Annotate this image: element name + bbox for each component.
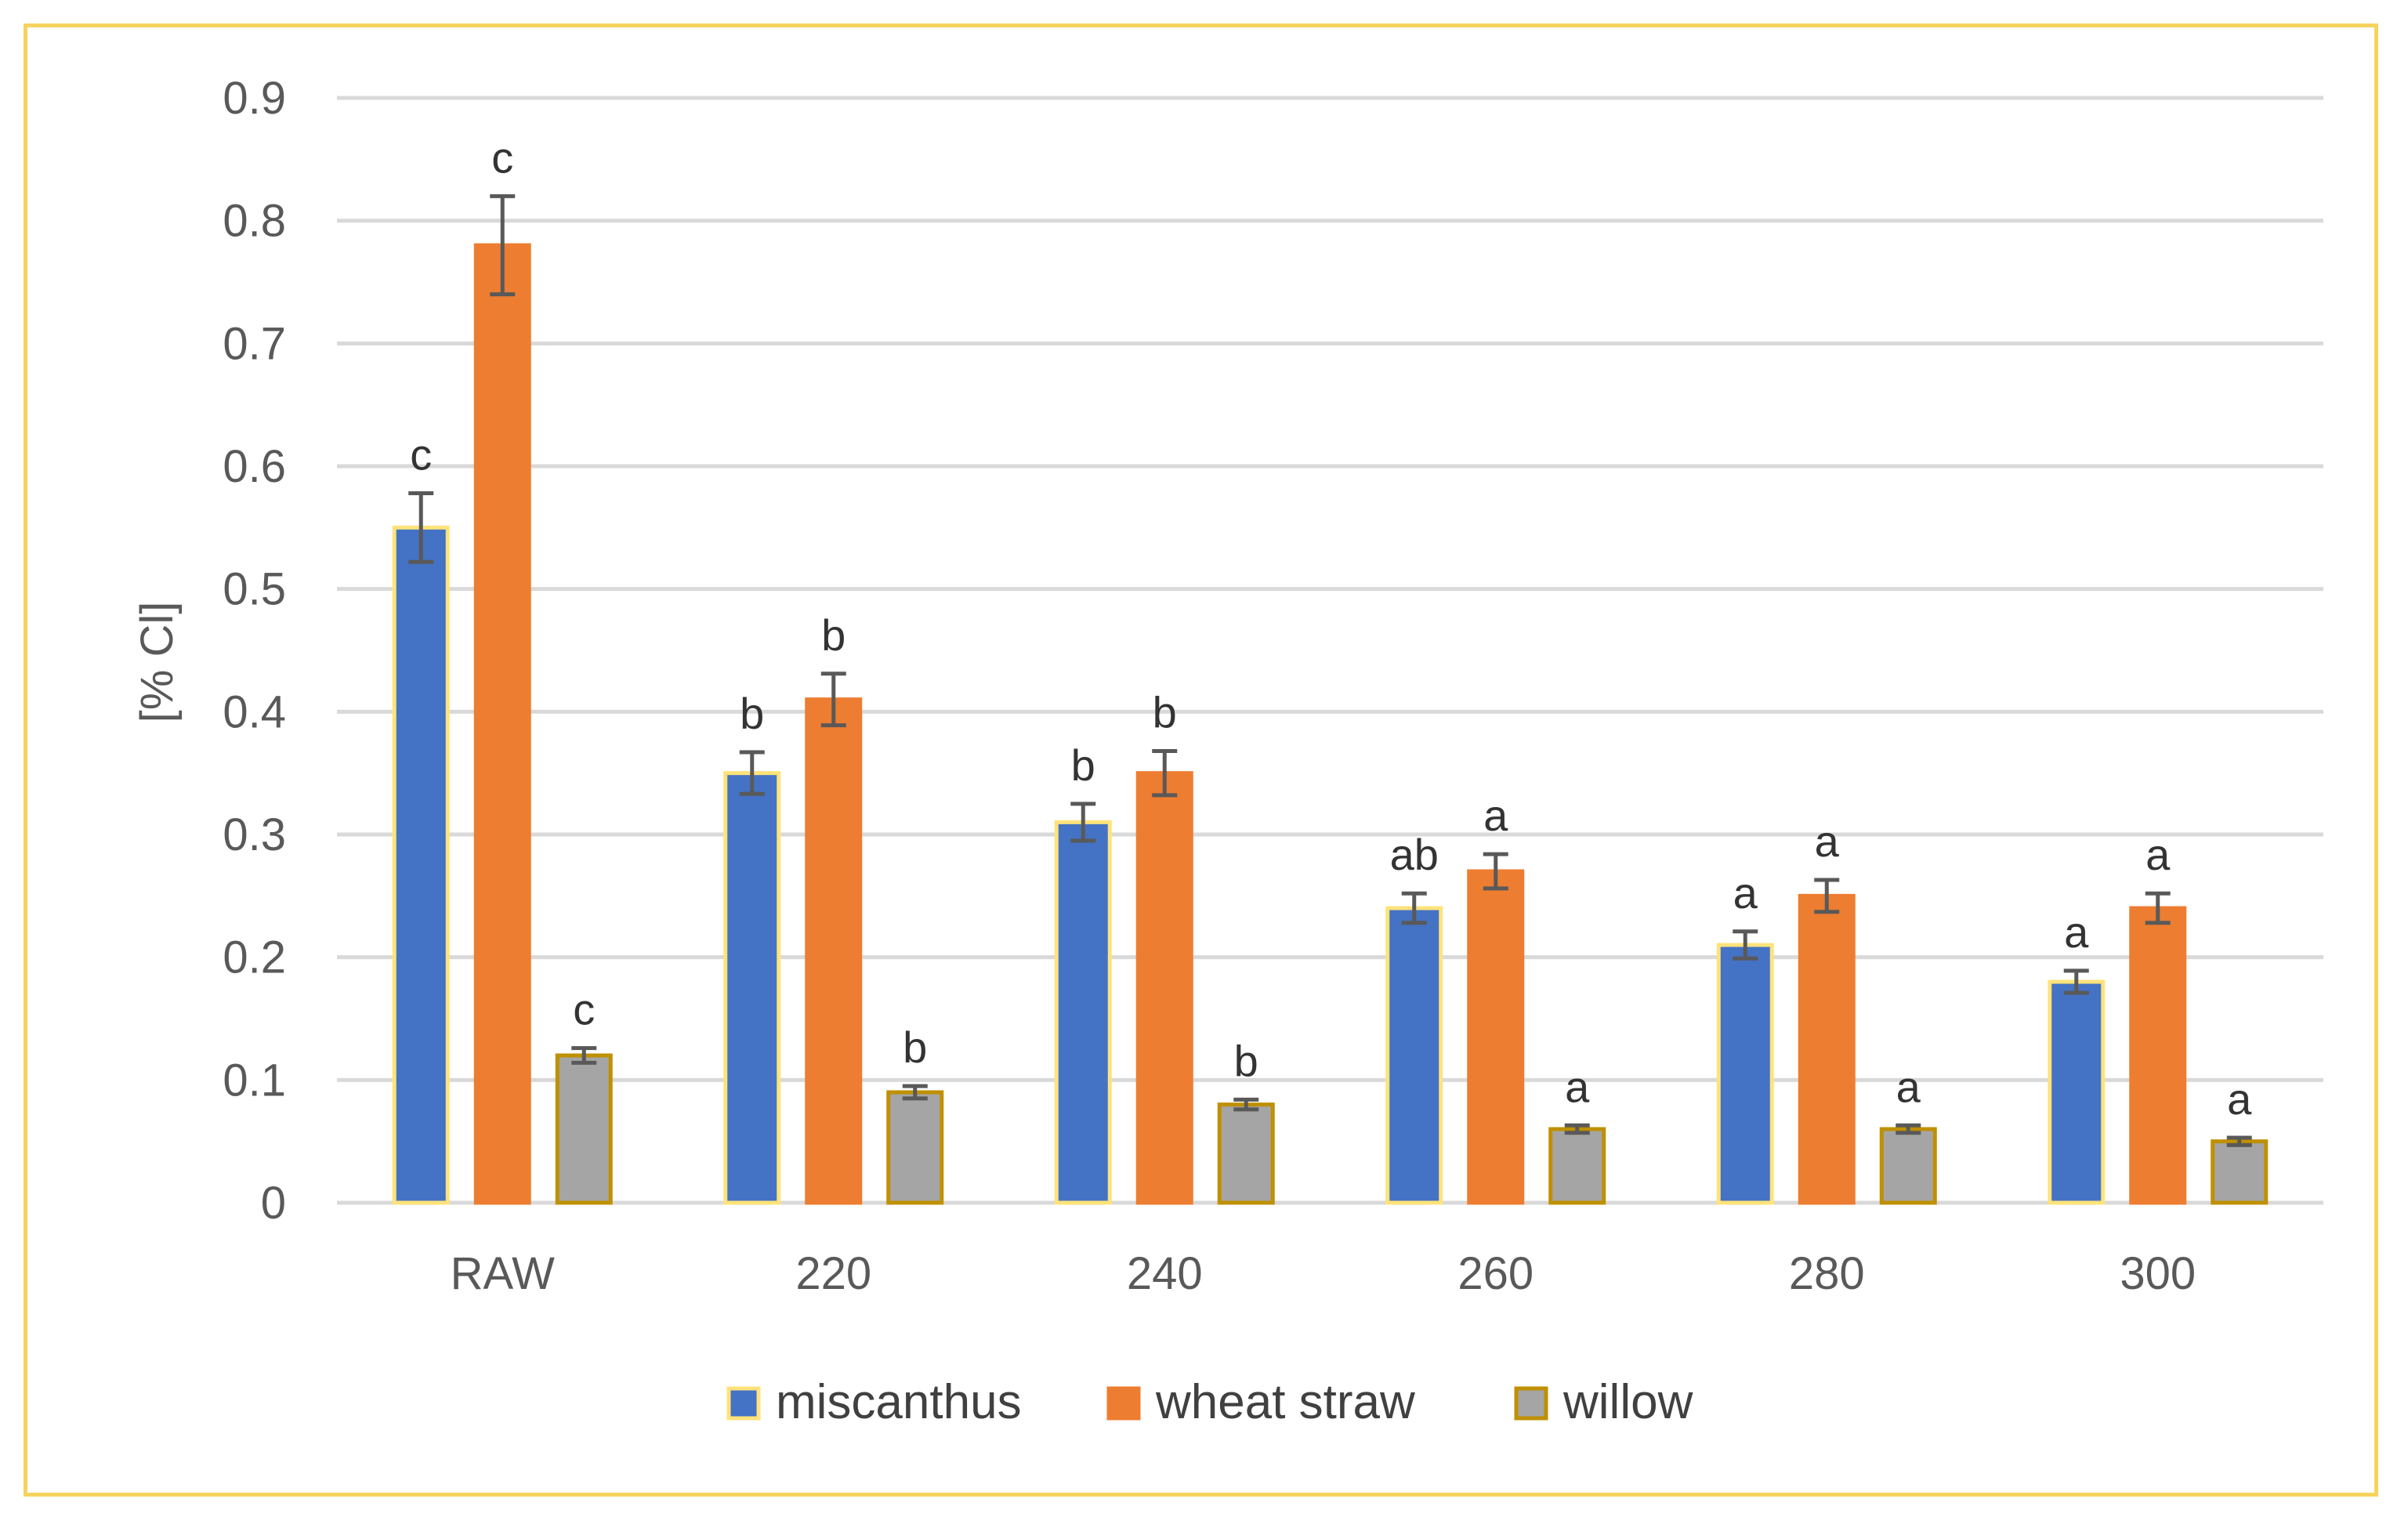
legend-label: wheat straw [1155, 1375, 1415, 1429]
x-tick-label: RAW [451, 1248, 555, 1299]
legend-label: willow [1562, 1375, 1693, 1429]
bar-willow-240 [1217, 1102, 1275, 1205]
bar-miscanthus-RAW [392, 525, 450, 1205]
y-tick-label: 0.5 [223, 564, 286, 615]
bar-miscanthus-280 [1716, 943, 1774, 1205]
significance-label: a [1896, 1062, 1921, 1111]
x-tick-label: 220 [795, 1248, 871, 1299]
legend-label: miscanthus [776, 1375, 1022, 1429]
error-bars [408, 194, 2252, 1147]
significance-label: c [573, 985, 595, 1034]
bar-willow-220 [886, 1090, 944, 1205]
significance-label: b [1071, 740, 1095, 790]
bar-wheat-straw-300 [2129, 906, 2187, 1205]
significance-label: ab [1390, 830, 1439, 879]
bar-willow-300 [2211, 1139, 2269, 1205]
significance-label: a [2145, 830, 2171, 879]
bars [392, 243, 2269, 1205]
y-tick-label: 0 [261, 1178, 286, 1229]
y-tick-label: 0.9 [223, 73, 286, 124]
significance-label: c [491, 132, 513, 182]
chart-frame: c c c b b b b b b ab a a a a a a a a 0 0.1 0.2 0.3 0.4 0.5 0.6 0… [24, 24, 2378, 1497]
bar-miscanthus-220 [723, 771, 781, 1205]
x-tick-label: 260 [1457, 1248, 1534, 1299]
significance-label: a [1565, 1062, 1590, 1111]
y-axis-title: [% Cl] [132, 602, 183, 723]
significance-label: a [2227, 1074, 2252, 1124]
y-tick-label: 0.1 [223, 1055, 286, 1106]
bar-wheat-straw-280 [1798, 893, 1856, 1205]
bar-miscanthus-300 [2048, 979, 2106, 1205]
bar-willow-280 [1879, 1127, 1937, 1205]
bar-miscanthus-240 [1054, 820, 1112, 1205]
bar-wheat-straw-260 [1467, 869, 1525, 1205]
y-tick-label: 0.8 [223, 196, 286, 247]
y-tick-label: 0.7 [223, 318, 286, 369]
y-axis-ticks: 0 0.1 0.2 0.3 0.4 0.5 0.6 0.7 0.8 0.9 [223, 73, 286, 1229]
bar-wheat-straw-220 [805, 697, 863, 1205]
x-axis-ticks: RAW 220 240 260 280 300 [451, 1248, 2196, 1299]
significance-label: b [821, 610, 846, 660]
significance-label: b [1234, 1036, 1258, 1085]
y-tick-label: 0.3 [223, 809, 286, 860]
significance-label: a [2064, 907, 2089, 957]
x-tick-label: 280 [1789, 1248, 1865, 1299]
y-tick-label: 0.2 [223, 932, 286, 983]
x-tick-label: 300 [2120, 1248, 2196, 1299]
y-tick-label: 0.4 [223, 686, 286, 737]
x-tick-label: 240 [1127, 1248, 1203, 1299]
bar-wheat-straw-RAW [473, 243, 531, 1205]
significance-label: a [1815, 816, 1840, 866]
legend-swatch-willow [1514, 1386, 1548, 1421]
y-tick-label: 0.6 [223, 441, 286, 492]
legend-swatch-wheat-straw [1106, 1386, 1141, 1421]
significance-label: c [410, 429, 432, 479]
bar-willow-260 [1548, 1127, 1606, 1205]
significance-label: a [1733, 868, 1758, 918]
significance-label: b [903, 1023, 927, 1072]
bar-miscanthus-260 [1385, 906, 1443, 1205]
significance-label: a [1483, 791, 1508, 840]
bar-wheat-straw-240 [1135, 771, 1193, 1205]
gridlines [337, 96, 2323, 1205]
bar-willow-RAW [555, 1053, 613, 1205]
legend: miscanthus wheat straw willow [726, 1375, 1693, 1429]
significance-label: b [740, 689, 764, 738]
legend-swatch-miscanthus [726, 1386, 761, 1421]
significance-label: b [1153, 687, 1177, 737]
